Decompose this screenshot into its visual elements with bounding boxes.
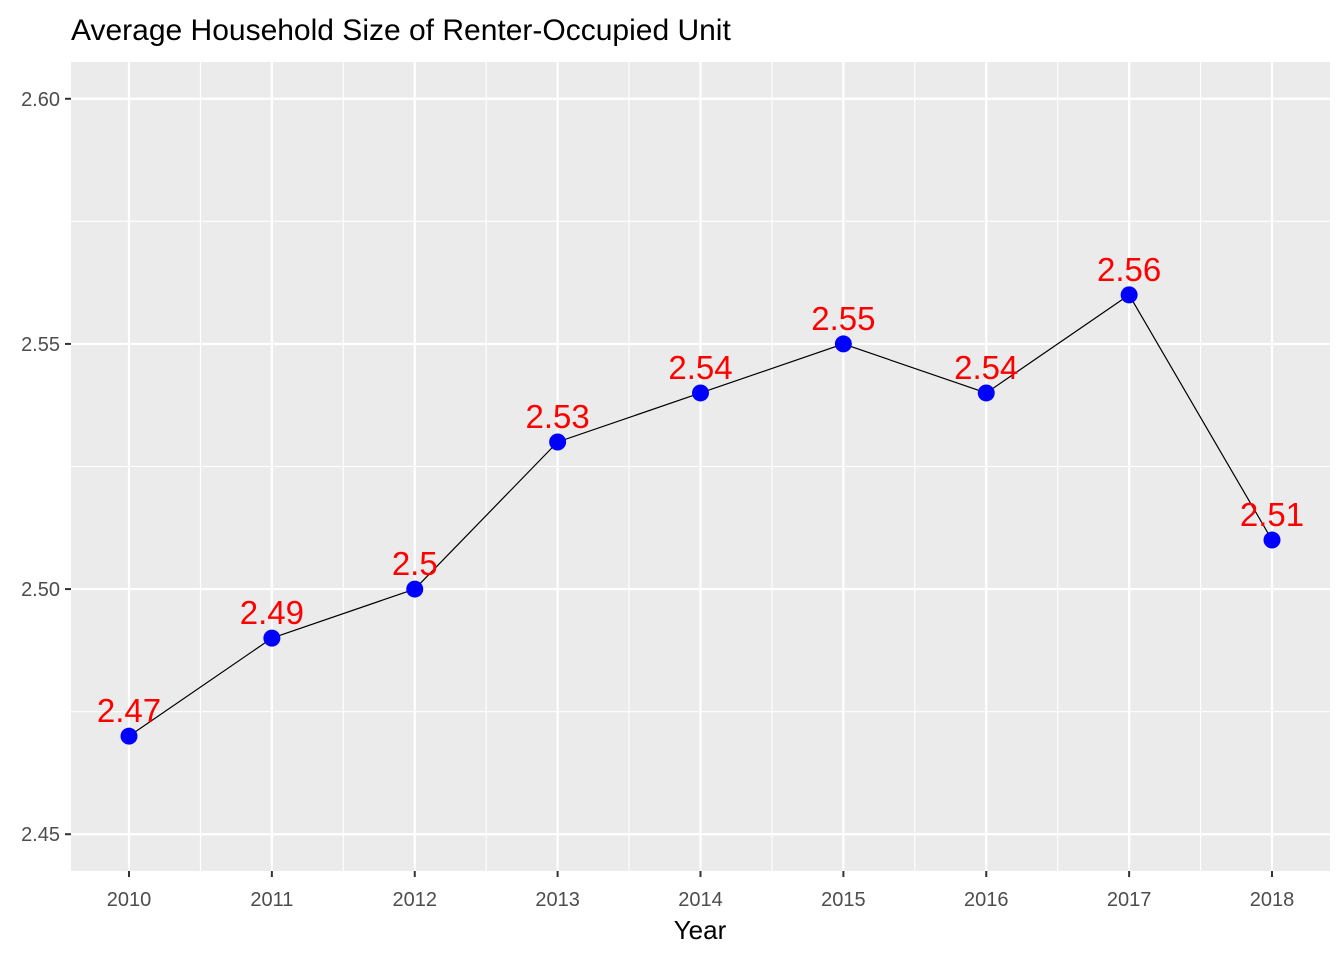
data-point — [1120, 286, 1138, 304]
data-point — [692, 384, 709, 402]
points-layer — [120, 286, 1281, 745]
data-label: 2.54 — [668, 349, 732, 386]
data-label: 2.47 — [97, 692, 161, 729]
x-tick-label: 2012 — [393, 889, 438, 911]
axis-ticks — [65, 97, 1273, 877]
data-label: 2.54 — [954, 349, 1018, 386]
x-tick-label: 2011 — [250, 889, 293, 911]
data-label: 2.56 — [1097, 251, 1161, 288]
y-tick-labels: 2.45 2.50 2.55 2.60 — [21, 89, 60, 846]
x-tick-label: 2014 — [678, 889, 723, 911]
x-tick-labels: 2010 2011 2012 2013 2014 2015 2016 2017 2018 — [107, 889, 1295, 911]
y-tick-label: 2.45 — [21, 824, 60, 846]
data-label: 2.49 — [240, 594, 304, 631]
data-labels-layer: 2.47 2.49 2.5 2.53 2.54 2.55 2.54 2.56 2.51 — [97, 251, 1304, 729]
x-tick-label: 2018 — [1250, 889, 1295, 911]
data-label: 2.51 — [1240, 496, 1304, 533]
data-point — [120, 727, 138, 745]
x-tick-label: 2015 — [821, 889, 866, 911]
data-point — [1263, 531, 1281, 549]
chart-title: Average Household Size of Renter-Occupie… — [71, 14, 731, 47]
data-label: 2.53 — [526, 398, 590, 435]
data-point — [406, 580, 424, 598]
x-tick-label: 2010 — [107, 889, 152, 911]
x-axis-title: Year — [674, 915, 727, 945]
x-tick-label: 2017 — [1107, 889, 1152, 911]
y-tick-label: 2.55 — [21, 334, 60, 356]
x-tick-label: 2013 — [535, 889, 580, 911]
data-point — [549, 433, 567, 451]
data-label: 2.5 — [392, 545, 438, 582]
y-tick-label: 2.50 — [21, 579, 60, 601]
data-point — [834, 335, 852, 353]
x-tick-label: 2016 — [964, 889, 1009, 911]
data-point — [263, 629, 281, 647]
y-tick-label: 2.60 — [21, 89, 60, 111]
data-point — [977, 384, 995, 402]
data-label: 2.55 — [811, 300, 875, 337]
